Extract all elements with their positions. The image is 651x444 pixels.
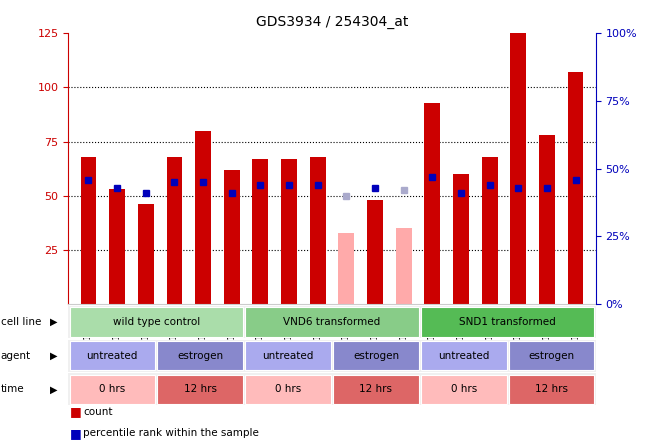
Bar [138, 205, 154, 304]
Text: ■: ■ [70, 427, 81, 440]
Bar [367, 200, 383, 304]
Text: estrogen: estrogen [529, 351, 575, 361]
Bar [568, 72, 583, 304]
Bar [245, 341, 331, 370]
Bar [421, 307, 594, 337]
Text: 0 hrs: 0 hrs [275, 385, 301, 394]
Bar [245, 307, 419, 337]
Bar [158, 375, 243, 404]
Text: untreated: untreated [87, 351, 138, 361]
Bar [333, 375, 419, 404]
Bar [253, 159, 268, 304]
Bar [70, 341, 155, 370]
Bar [158, 341, 243, 370]
Bar [509, 375, 594, 404]
Bar [453, 174, 469, 304]
Text: cell line: cell line [1, 317, 41, 327]
Bar [421, 341, 506, 370]
Bar [510, 33, 526, 304]
Text: agent: agent [1, 351, 31, 361]
Text: estrogen: estrogen [177, 351, 223, 361]
Text: percentile rank within the sample: percentile rank within the sample [83, 428, 259, 438]
Text: untreated: untreated [262, 351, 314, 361]
Bar [424, 103, 440, 304]
Bar [539, 135, 555, 304]
Text: 12 hrs: 12 hrs [359, 385, 393, 394]
Bar [482, 157, 497, 304]
Text: time: time [1, 385, 24, 394]
Text: ▶: ▶ [49, 385, 57, 394]
Text: estrogen: estrogen [353, 351, 399, 361]
Text: SND1 transformed: SND1 transformed [460, 317, 556, 327]
Bar [70, 307, 243, 337]
Bar [421, 375, 506, 404]
Bar [310, 157, 326, 304]
Bar [509, 341, 594, 370]
Title: GDS3934 / 254304_at: GDS3934 / 254304_at [256, 16, 408, 29]
Text: 0 hrs: 0 hrs [450, 385, 477, 394]
Bar [224, 170, 240, 304]
Text: ▶: ▶ [49, 317, 57, 327]
Text: VND6 transformed: VND6 transformed [283, 317, 381, 327]
Text: count: count [83, 407, 113, 417]
Bar [195, 131, 211, 304]
Text: ■: ■ [70, 405, 81, 419]
Bar [333, 341, 419, 370]
Text: 0 hrs: 0 hrs [99, 385, 126, 394]
Text: 12 hrs: 12 hrs [184, 385, 217, 394]
Text: ▶: ▶ [49, 351, 57, 361]
Bar [109, 189, 125, 304]
Bar [81, 157, 96, 304]
Text: 12 hrs: 12 hrs [535, 385, 568, 394]
Text: untreated: untreated [438, 351, 490, 361]
Bar [396, 228, 411, 304]
Text: wild type control: wild type control [113, 317, 200, 327]
Bar [339, 233, 354, 304]
Bar [70, 375, 155, 404]
Bar [167, 157, 182, 304]
Bar [245, 375, 331, 404]
Bar [281, 159, 297, 304]
